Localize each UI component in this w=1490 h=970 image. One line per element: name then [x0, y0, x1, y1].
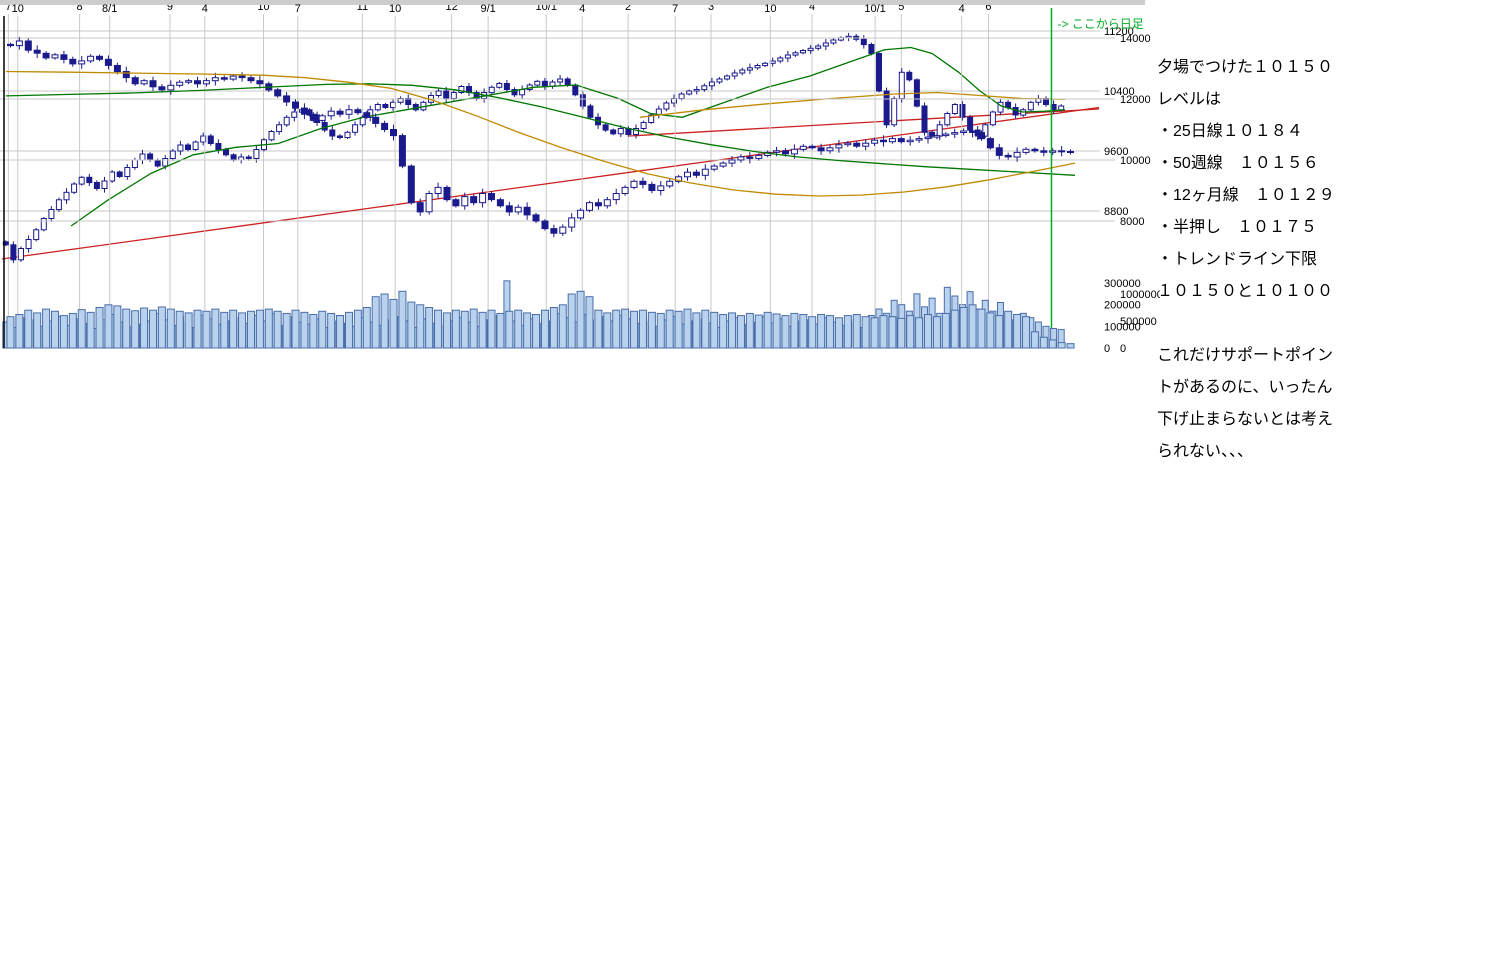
annotation-line: られない、、、 — [1157, 443, 1254, 460]
from-here-marker-label: -> ここから日足 — [1057, 17, 1143, 31]
volume-axis-label: 500000 — [1120, 316, 1157, 328]
time-axis-label: 7 — [672, 3, 678, 15]
time-axis-label: 7 — [295, 3, 301, 15]
time-axis-label: 2 — [625, 1, 631, 13]
volume-axis-label: 200000 — [1104, 300, 1141, 312]
daily-ma_orange-line — [639, 91, 1066, 118]
volume-axis-label: 100000 — [1104, 321, 1141, 333]
volume-axis-label: 300000 — [1104, 278, 1141, 290]
time-axis-label: 7 — [5, 1, 11, 13]
weekly-volume-bars — [6, 290, 1075, 349]
daily-candles — [2, 32, 1065, 264]
annotation-line: ・25日線１０１８４ — [1157, 123, 1303, 140]
time-axis-label: 4 — [959, 3, 965, 15]
time-axis-label: 3 — [708, 1, 714, 13]
annotation-line: これだけサポートポイン — [1157, 347, 1334, 364]
annotation-line: ・半押し １０１７５ — [1157, 219, 1318, 236]
annotation-line: レベルは — [1157, 91, 1222, 108]
price-axis-label: 10400 — [1104, 86, 1135, 98]
price-axis-label: 8000 — [1120, 216, 1144, 228]
annotation-line: トがあるのに、いったん — [1157, 379, 1333, 396]
annotation-text-block: 夕場でつけた１０１５０ レベルは ・25日線１０１８４ ・50週線 １０１５６ … — [1157, 52, 1489, 468]
price-axis-label: 8800 — [1104, 206, 1128, 218]
time-axis-label: 4 — [202, 3, 208, 15]
daily-ma_green-line — [70, 46, 1066, 227]
volume-axis-label: 0 — [1120, 343, 1126, 355]
volume-axis-label: 0 — [1104, 343, 1110, 355]
weekly-ma_orange-line — [5, 70, 1076, 197]
annotation-line: 下げ止まらないとは考え — [1157, 411, 1334, 428]
volume-axis-label: 1000000 — [1120, 289, 1160, 301]
annotation-line: ・トレンドライン下限 — [1157, 251, 1318, 268]
weekly-ma_green-line — [5, 83, 1076, 176]
price-axis-label: 14000 — [1120, 33, 1151, 45]
time-axis-label: 8/1 — [102, 3, 117, 15]
time-axis-label: 9/1 — [480, 3, 495, 15]
time-axis-label: 10/1 — [864, 3, 885, 15]
time-axis-label: 10 — [12, 3, 24, 15]
annotation-line: ・12ヶ月線 １０１２９ — [1157, 187, 1335, 204]
time-axis-label: 10 — [764, 3, 776, 15]
price-axis-label: 10000 — [1120, 155, 1151, 167]
chart-divider-bar — [0, 0, 1145, 5]
annotation-line — [1157, 308, 1489, 340]
time-axis-label: 8 — [77, 1, 83, 13]
time-axis-label: 10 — [389, 3, 401, 15]
trend-line — [1, 106, 1100, 260]
time-axis-label: 4 — [579, 3, 585, 15]
time-axis-label: 5 — [898, 1, 904, 13]
time-axis-label: 6 — [985, 1, 991, 13]
time-axis-label: 9 — [167, 1, 173, 13]
annotation-line: １０１５０と１０１００ — [1157, 283, 1334, 300]
price-axis-label: 9600 — [1104, 146, 1128, 158]
price-axis-label: 11200 — [1104, 26, 1134, 38]
time-axis-label: 11 — [357, 1, 368, 13]
time-axis-label: 4 — [809, 1, 815, 13]
annotation-line: ・50週線 １０１５６ — [1157, 155, 1319, 172]
weekly-candles — [7, 37, 1074, 238]
annotation-line: 夕場でつけた１０１５０ — [1157, 59, 1334, 76]
price-axis-label: 12000 — [1120, 94, 1151, 106]
